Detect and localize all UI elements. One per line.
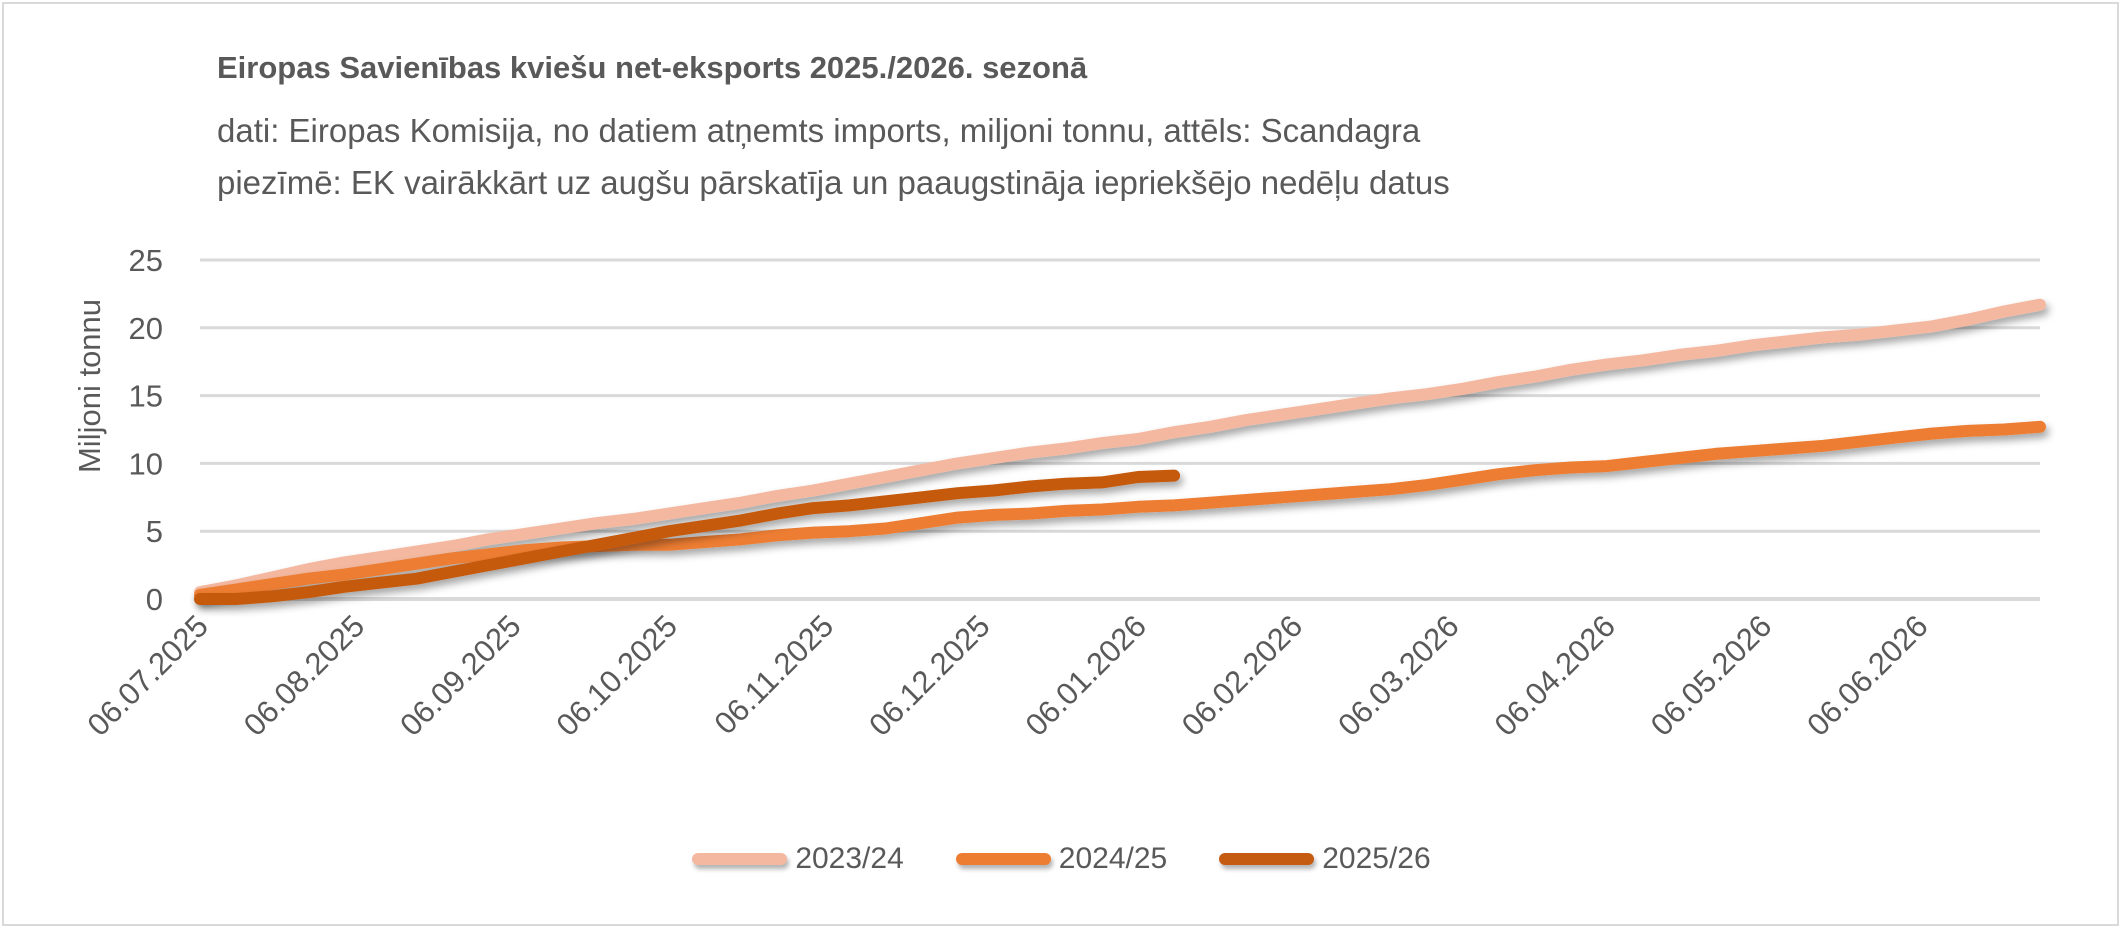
x-tick-label: 06.03.2026 — [1331, 608, 1465, 742]
y-tick-label: 25 — [129, 243, 163, 278]
x-tick-label: 06.08.2025 — [237, 608, 371, 742]
x-tick-label: 06.02.2026 — [1175, 608, 1309, 742]
chart-subtitle: dati: Eiropas Komisija, no datiem atņemt… — [217, 112, 1421, 149]
legend-swatch — [955, 853, 1051, 865]
legend-label: 2023/24 — [795, 842, 904, 875]
x-tick-label: 06.06.2026 — [1800, 608, 1934, 742]
x-tick-label: 06.05.2026 — [1644, 608, 1778, 742]
x-tick-label: 06.09.2025 — [393, 608, 527, 742]
chart-title: Eiropas Savienības kviešu net-eksports 2… — [217, 50, 1088, 85]
x-tick-label: 06.01.2026 — [1019, 608, 1153, 742]
legend-item-2024-25[interactable]: 2024/25 — [955, 842, 1168, 876]
legend-item-2025-26[interactable]: 2025/26 — [1219, 842, 1431, 876]
y-axis-label: Miljoni tonnu — [72, 299, 107, 473]
legend-label: 2025/26 — [1322, 842, 1431, 875]
chart-note: piezīmē: EK vairākkārt uz augšu pārskatī… — [217, 164, 1450, 201]
series-line-2024-25 — [194, 420, 2046, 601]
y-tick-label: 10 — [129, 446, 163, 481]
series-line-2025-26 — [194, 469, 1181, 605]
legend-item-2023-24[interactable]: 2023/24 — [692, 842, 904, 876]
x-tick-label: 06.04.2026 — [1488, 608, 1622, 742]
y-tick-label: 15 — [129, 379, 163, 414]
y-tick-label: 0 — [146, 582, 163, 617]
legend-swatch — [692, 853, 788, 865]
legend-label: 2024/25 — [1058, 842, 1168, 875]
y-tick-label: 5 — [146, 514, 163, 549]
legend: 2023/24 2024/25 2025/26 — [0, 842, 2123, 876]
series-line-2023-24 — [194, 298, 2046, 599]
legend-swatch — [1219, 853, 1315, 865]
y-tick-label: 20 — [129, 311, 163, 346]
x-tick-label: 06.12.2025 — [862, 608, 996, 742]
x-tick-label: 06.11.2025 — [707, 608, 840, 741]
x-tick-label: 06.10.2025 — [550, 608, 684, 742]
x-tick-label: 06.07.2025 — [80, 608, 214, 742]
